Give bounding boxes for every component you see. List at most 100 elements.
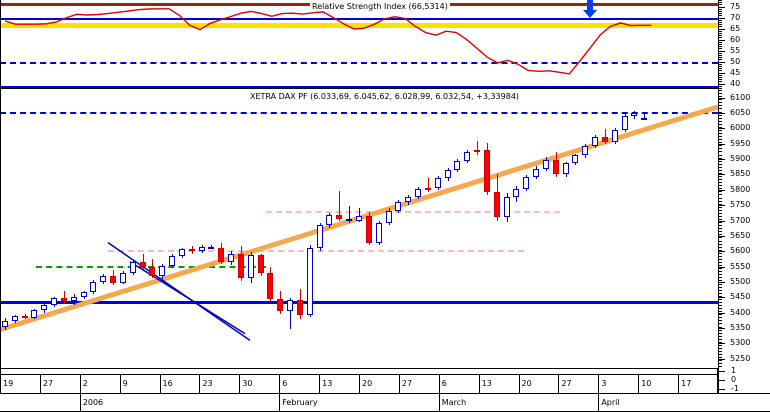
- candlestick: [503, 192, 510, 223]
- candle-body: [464, 152, 471, 161]
- candle-body: [31, 310, 38, 319]
- date-tick-label: 30: [242, 379, 253, 388]
- rsi-minor-tick: [718, 4, 722, 6]
- date-tick-sep: [398, 374, 400, 393]
- candle-body: [41, 305, 48, 311]
- candlestick: [336, 191, 343, 221]
- rsi-minor-tick: [718, 77, 722, 78]
- price-minor-tick: [718, 338, 722, 340]
- rsi-minor-tick: [718, 68, 722, 70]
- candle-body: [454, 160, 461, 170]
- candle-body: [523, 176, 530, 189]
- rsi-minor-tick: [718, 88, 722, 89]
- month-sep: [79, 393, 81, 411]
- price-major-tick: [718, 113, 725, 115]
- candle-body: [533, 168, 540, 177]
- rsi-tick-label: 40: [730, 78, 741, 88]
- price-minor-tick: [718, 90, 722, 91]
- price-minor-tick: [718, 234, 722, 236]
- candle-body: [385, 210, 392, 223]
- price-minor-tick: [718, 222, 722, 224]
- candlestick: [375, 220, 382, 246]
- date-tick-sep: [438, 374, 440, 393]
- candlestick: [237, 245, 244, 281]
- candlestick: [277, 291, 284, 314]
- rsi-minor-tick: [718, 37, 722, 39]
- price-minor-tick: [718, 271, 722, 273]
- candlestick: [178, 247, 185, 259]
- price-minor-tick: [718, 203, 722, 205]
- rsi-minor-tick: [718, 70, 722, 72]
- candle-body: [159, 266, 166, 276]
- price-major-tick: [718, 128, 725, 130]
- price-minor-tick: [718, 295, 722, 297]
- candlestick: [611, 127, 618, 145]
- rsi-minor-tick: [718, 57, 722, 59]
- rsi-minor-tick: [718, 13, 722, 15]
- price-plot-area: [0, 90, 718, 368]
- price-minor-tick: [718, 348, 722, 350]
- date-tick-sep: [518, 374, 520, 393]
- candle-body: [139, 261, 146, 268]
- price-major-tick: [718, 297, 725, 299]
- price-minor-tick: [718, 136, 722, 138]
- rsi-minor-tick: [718, 19, 722, 21]
- price-minor-tick: [718, 246, 722, 248]
- price-major-tick: [718, 312, 725, 314]
- price-minor-tick: [718, 320, 722, 322]
- price-minor-tick: [718, 237, 722, 239]
- candlestick: [80, 290, 87, 299]
- candle-body: [60, 297, 67, 302]
- candlestick: [582, 143, 589, 158]
- rsi-tick-label: 75: [730, 1, 741, 11]
- date-tick-sep: [638, 374, 640, 393]
- price-minor-tick: [718, 123, 722, 125]
- candlestick: [533, 166, 540, 180]
- price-minor-tick: [718, 311, 722, 313]
- candlestick: [296, 288, 303, 319]
- price-tick-label: 5800: [730, 184, 751, 194]
- candlestick: [11, 315, 18, 323]
- candlestick: [218, 242, 225, 264]
- candle-body: [21, 316, 28, 319]
- candle-body: [90, 281, 97, 292]
- bottom-major-tick: [718, 380, 725, 381]
- price-minor-tick: [718, 160, 722, 162]
- month-label: February: [282, 398, 318, 407]
- month-sep: [598, 393, 600, 411]
- candle-body: [267, 273, 274, 300]
- bottom-major-tick: [718, 371, 725, 372]
- price-minor-tick: [718, 360, 722, 362]
- price-minor-tick: [718, 212, 722, 214]
- candlestick: [257, 253, 264, 276]
- candlestick: [454, 159, 461, 172]
- rsi-minor-tick: [718, 41, 722, 43]
- candle-body: [611, 129, 618, 142]
- price-minor-tick: [718, 357, 722, 359]
- rsi-minor-tick: [718, 79, 722, 81]
- candle-body: [346, 218, 353, 221]
- price-panel-bottom: [0, 368, 718, 369]
- rsi-minor-tick: [718, 55, 722, 56]
- price-minor-tick: [718, 179, 722, 181]
- price-minor-tick: [718, 163, 722, 165]
- panel-divider: [0, 88, 718, 89]
- price-minor-tick: [718, 351, 722, 353]
- price-minor-tick: [718, 344, 722, 346]
- price-tick-label: 5300: [730, 338, 751, 348]
- rsi-tick-label: 65: [730, 23, 741, 33]
- candle-body: [326, 215, 333, 226]
- price-major-tick: [718, 281, 725, 283]
- candle-body: [100, 275, 107, 282]
- candlestick: [208, 244, 215, 250]
- candle-body: [592, 136, 599, 146]
- level-green-dashed: [35, 266, 266, 268]
- candle-body: [424, 187, 431, 190]
- price-minor-tick: [718, 332, 722, 334]
- date-tick-sep: [239, 374, 241, 393]
- rsi-minor-tick: [718, 26, 722, 28]
- candlestick: [110, 269, 117, 286]
- candlestick: [306, 244, 313, 317]
- price-minor-tick: [718, 265, 722, 267]
